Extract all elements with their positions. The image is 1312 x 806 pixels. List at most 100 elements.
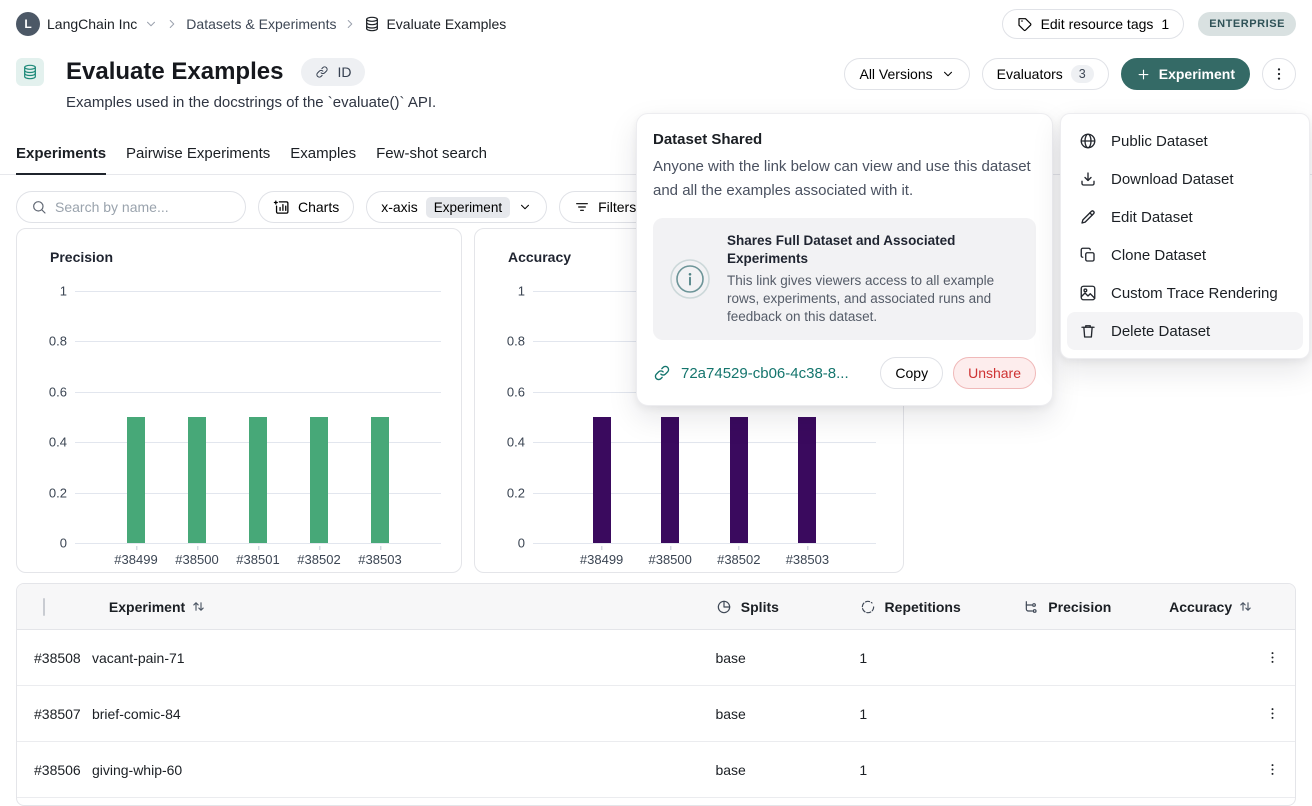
link-icon: [315, 65, 329, 79]
breadcrumb-datasets[interactable]: Datasets & Experiments: [186, 16, 337, 32]
menu-item-label: Download Dataset: [1111, 170, 1234, 188]
chevron-down-icon: [941, 67, 955, 81]
row-repetitions: 1: [859, 649, 868, 666]
breadcrumb-org[interactable]: LangChain Inc: [47, 16, 138, 32]
row-menu-button[interactable]: [1261, 646, 1284, 669]
y-tick-label: 0.6: [48, 384, 67, 400]
breadcrumb-current-label: Evaluate Examples: [386, 16, 507, 32]
table-row[interactable]: #38507 brief-comic-84 base 1: [17, 686, 1295, 742]
chart-bar[interactable]: [798, 417, 817, 543]
y-tick-label: 1: [517, 283, 525, 299]
splits-column-label[interactable]: Splits: [740, 598, 779, 615]
menu-item-clone-dataset[interactable]: Clone Dataset: [1067, 236, 1303, 274]
database-icon: [364, 16, 380, 32]
evaluators-count-badge: 3: [1070, 65, 1094, 83]
pencil-icon: [1079, 208, 1097, 226]
x-tick-label: #38501: [236, 545, 280, 567]
gridline: [75, 543, 441, 544]
gridline: [75, 291, 441, 292]
y-tick-label: 0.4: [48, 434, 67, 450]
versions-dropdown[interactable]: All Versions: [844, 58, 970, 90]
chart-bar[interactable]: [592, 417, 611, 543]
chart-bar[interactable]: [309, 417, 328, 543]
x-tick-label: #38502: [717, 545, 760, 567]
x-tick-label: #38503: [786, 545, 829, 567]
precision-chart: Precision 0 0.2 0.4 0.6 0.8 1 #38499 #38500 #38…: [16, 228, 462, 573]
xaxis-dropdown[interactable]: x-axis Experiment: [366, 191, 548, 223]
share-scope-title: Shares Full Dataset and Associated Exper…: [727, 233, 956, 266]
share-link[interactable]: 72a74529-cb06-4c38-8...: [681, 364, 849, 382]
dataset-options-menu: Public Dataset Download Dataset Edit Dat…: [1060, 113, 1310, 359]
menu-item-edit-dataset[interactable]: Edit Dataset: [1067, 198, 1303, 236]
repetitions-column-label[interactable]: Repetitions: [884, 598, 961, 615]
gridline: [75, 341, 441, 343]
search-box[interactable]: [16, 191, 246, 223]
repeat-icon: [860, 599, 876, 615]
experiment-column-label[interactable]: Experiment: [108, 598, 186, 615]
chart-title: Precision: [50, 249, 114, 265]
tab-examples[interactable]: Examples: [290, 145, 357, 162]
chart-bar[interactable]: [126, 417, 145, 543]
copy-link-button[interactable]: Copy: [880, 357, 944, 389]
menu-item-custom-trace-rendering[interactable]: Custom Trace Rendering: [1067, 274, 1303, 312]
menu-item-label: Custom Trace Rendering: [1111, 284, 1278, 302]
row-splits: base: [715, 761, 746, 778]
pie-icon: [716, 599, 732, 615]
filters-button[interactable]: Filters: [559, 191, 652, 223]
row-splits: base: [715, 705, 746, 722]
y-tick-label: 0: [59, 535, 67, 551]
chart-title: Accuracy: [508, 249, 572, 265]
accuracy-column-label[interactable]: Accuracy: [1169, 598, 1233, 615]
chart-bar[interactable]: [187, 417, 206, 543]
menu-item-delete-dataset[interactable]: Delete Dataset: [1067, 312, 1303, 350]
chart-bar[interactable]: [249, 417, 267, 543]
table-row[interactable]: #38508 vacant-pain-71 base 1: [17, 630, 1295, 686]
search-input[interactable]: [55, 199, 231, 215]
row-experiment-name[interactable]: brief-comic-84: [91, 705, 181, 722]
row-menu-button[interactable]: [1261, 702, 1284, 725]
edit-resource-tags-count: 1: [1161, 16, 1170, 32]
tab-pairwise-experiments[interactable]: Pairwise Experiments: [126, 145, 271, 162]
x-tick-label: #38500: [175, 545, 219, 567]
gridline: [533, 543, 876, 544]
new-experiment-button[interactable]: Experiment: [1120, 58, 1250, 90]
edit-resource-tags-button[interactable]: Edit resource tags 1: [1001, 9, 1185, 39]
chevron-down-icon: [518, 200, 532, 214]
precision-column-label[interactable]: Precision: [1048, 598, 1112, 615]
breadcrumb: L LangChain Inc Datasets & Experiments E…: [16, 12, 506, 36]
row-experiment-name[interactable]: giving-whip-60: [91, 761, 183, 778]
sort-icon[interactable]: [1238, 599, 1253, 614]
x-tick-label: #38503: [358, 545, 402, 567]
tab-few-shot-search[interactable]: Few-shot search: [376, 145, 487, 162]
row-menu-button[interactable]: [1261, 758, 1284, 781]
share-scope-box: Shares Full Dataset and Associated Exper…: [653, 218, 1036, 340]
unshare-button[interactable]: Unshare: [953, 357, 1036, 389]
tab-experiments[interactable]: Experiments: [16, 136, 107, 175]
table-row[interactable]: #38506 giving-whip-60 base 1: [17, 742, 1295, 798]
x-tick-label: #38499: [114, 545, 158, 567]
evaluators-button[interactable]: Evaluators 3: [981, 58, 1109, 90]
menu-item-public-dataset[interactable]: Public Dataset: [1067, 122, 1303, 160]
chart-bar[interactable]: [729, 417, 748, 543]
menu-item-download-dataset[interactable]: Download Dataset: [1067, 160, 1303, 198]
bar-chart-icon: [273, 199, 290, 216]
gridline: [533, 442, 876, 444]
edit-resource-tags-label: Edit resource tags: [1040, 16, 1154, 32]
chart-bar[interactable]: [661, 417, 680, 543]
menu-item-label: Clone Dataset: [1111, 246, 1207, 264]
chevron-down-icon[interactable]: [144, 17, 158, 31]
select-all-checkbox[interactable]: [43, 597, 45, 616]
dataset-kebab-menu-button[interactable]: [1262, 58, 1296, 90]
share-scope-body: This link gives viewers access to all ex…: [727, 273, 995, 324]
image-icon: [1079, 284, 1097, 302]
filters-label: Filters: [598, 199, 637, 215]
row-id: #38506: [34, 761, 81, 778]
sort-icon[interactable]: [191, 599, 206, 614]
charts-button[interactable]: Charts: [258, 191, 355, 223]
id-chip-button[interactable]: ID: [301, 58, 366, 86]
chart-bar[interactable]: [371, 417, 389, 543]
org-avatar[interactable]: L: [16, 12, 40, 36]
breadcrumb-current[interactable]: Evaluate Examples: [364, 16, 506, 32]
table-header: Experiment Splits Repetitions Precision …: [17, 584, 1295, 630]
row-experiment-name[interactable]: vacant-pain-71: [91, 649, 185, 666]
